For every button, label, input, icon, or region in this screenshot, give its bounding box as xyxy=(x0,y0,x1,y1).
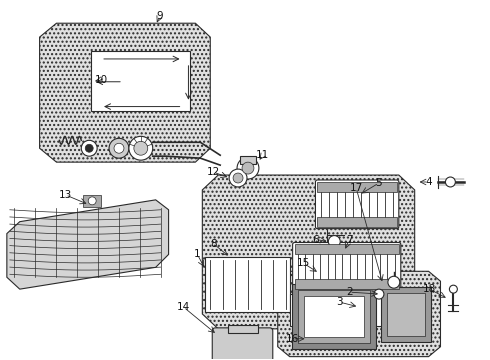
Bar xyxy=(228,325,258,333)
Circle shape xyxy=(85,144,93,152)
Text: 10: 10 xyxy=(95,75,108,85)
Circle shape xyxy=(229,169,247,187)
Text: 5: 5 xyxy=(376,178,382,188)
Circle shape xyxy=(328,235,340,247)
Polygon shape xyxy=(7,200,169,289)
Bar xyxy=(83,195,101,207)
Bar xyxy=(205,257,290,312)
Bar xyxy=(290,294,404,326)
Polygon shape xyxy=(278,271,441,357)
Bar xyxy=(297,290,370,343)
FancyBboxPatch shape xyxy=(316,180,399,229)
Text: 15: 15 xyxy=(297,258,310,268)
Bar xyxy=(294,244,399,255)
Circle shape xyxy=(449,285,457,293)
FancyBboxPatch shape xyxy=(212,328,273,360)
Text: 2: 2 xyxy=(346,287,352,297)
Text: 14: 14 xyxy=(177,302,190,312)
Circle shape xyxy=(445,177,455,187)
Bar xyxy=(292,284,376,349)
Text: 6: 6 xyxy=(312,234,319,244)
Circle shape xyxy=(242,162,254,174)
Circle shape xyxy=(114,143,124,153)
Circle shape xyxy=(233,173,243,183)
Text: 8: 8 xyxy=(210,239,217,248)
Bar xyxy=(294,279,399,289)
Bar xyxy=(381,287,431,342)
Bar xyxy=(318,182,397,192)
Circle shape xyxy=(134,141,148,155)
FancyBboxPatch shape xyxy=(293,243,401,291)
Text: 1: 1 xyxy=(194,249,201,260)
Text: 9: 9 xyxy=(156,11,163,21)
Circle shape xyxy=(388,276,400,288)
Text: 3: 3 xyxy=(336,297,343,307)
Bar xyxy=(240,156,256,164)
Text: 7: 7 xyxy=(346,234,352,244)
Circle shape xyxy=(374,289,384,299)
Bar xyxy=(91,51,191,111)
Polygon shape xyxy=(40,23,210,162)
Text: 12: 12 xyxy=(207,167,220,177)
Text: 17: 17 xyxy=(349,183,363,193)
Circle shape xyxy=(129,136,153,160)
Bar xyxy=(318,217,397,227)
Text: 11: 11 xyxy=(256,150,270,160)
Circle shape xyxy=(81,140,97,156)
Text: 16: 16 xyxy=(286,334,299,344)
Bar xyxy=(303,296,364,337)
Circle shape xyxy=(237,157,259,179)
Bar xyxy=(387,293,425,336)
Circle shape xyxy=(109,138,129,158)
Text: 18: 18 xyxy=(423,284,436,294)
Text: 4: 4 xyxy=(425,177,432,187)
Circle shape xyxy=(88,197,96,205)
Polygon shape xyxy=(202,175,415,329)
Text: 13: 13 xyxy=(59,190,72,200)
